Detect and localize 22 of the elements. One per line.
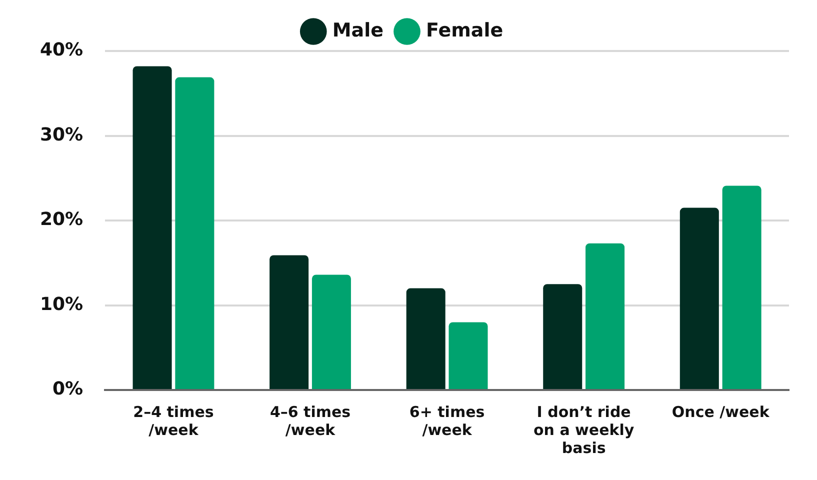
y-tick-label: 40% bbox=[40, 40, 84, 61]
bar bbox=[312, 274, 351, 389]
legend-label: Male bbox=[332, 19, 384, 42]
y-tick-label: 30% bbox=[40, 124, 84, 146]
bar bbox=[132, 66, 172, 389]
y-tick-label: 0% bbox=[52, 378, 84, 400]
y-tick-label: 10% bbox=[40, 294, 84, 315]
bar bbox=[722, 186, 762, 389]
bar bbox=[586, 243, 625, 389]
y-tick-label: 20% bbox=[40, 209, 84, 230]
bar bbox=[270, 255, 309, 389]
bar bbox=[406, 288, 446, 389]
x-tick-label: 2–4 times /week bbox=[133, 402, 214, 439]
x-tick-label: Once /week bbox=[672, 402, 770, 421]
x-tick-label: I don’t ride on a weekly basis bbox=[533, 402, 634, 457]
x-tick-label: 6+ times /week bbox=[409, 402, 485, 439]
x-tick-label: 4–6 times /week bbox=[270, 402, 351, 439]
bar bbox=[448, 322, 488, 389]
bar bbox=[543, 284, 582, 389]
legend-label: Female bbox=[426, 19, 504, 42]
bar bbox=[680, 208, 719, 389]
bar bbox=[175, 77, 214, 389]
